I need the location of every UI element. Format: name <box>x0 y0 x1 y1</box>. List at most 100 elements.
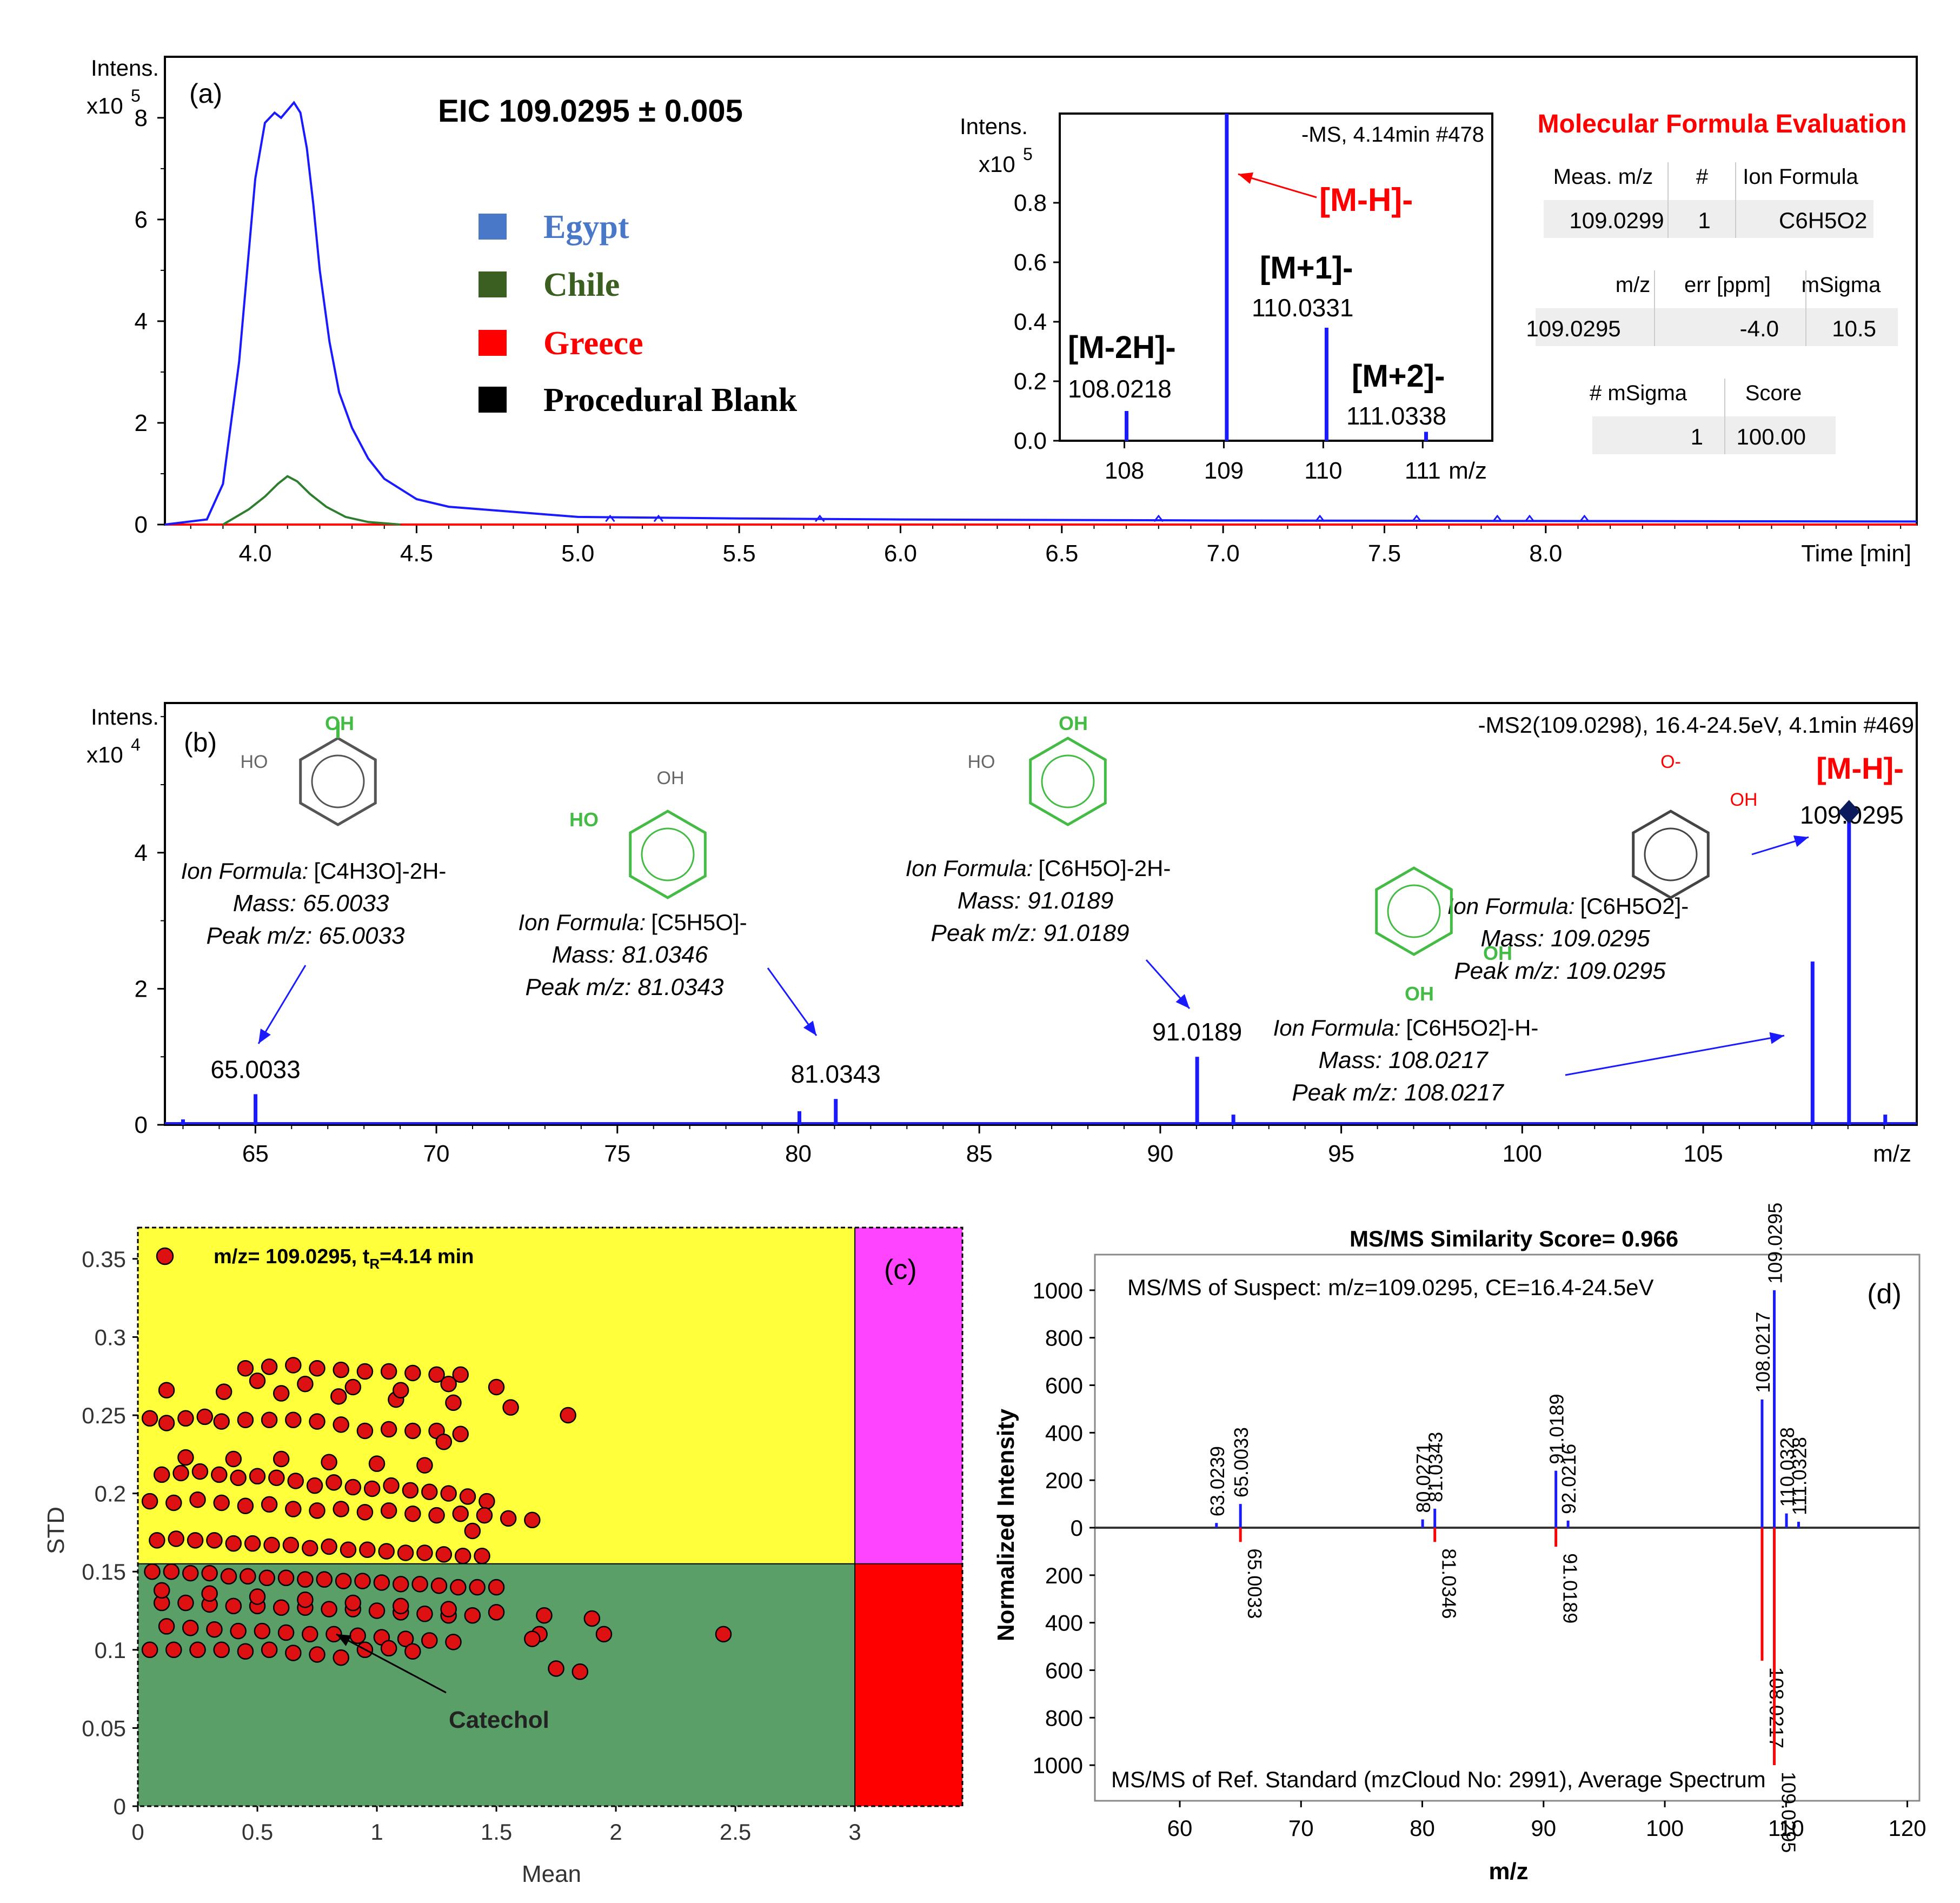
scatter-point <box>141 1493 158 1510</box>
scatter-point <box>297 1375 314 1393</box>
scatter-point <box>359 1541 376 1558</box>
panel-c-ytick-label: 0.1 <box>95 1637 126 1663</box>
scatter-point <box>158 1618 175 1635</box>
panel-d-ytick-label: 600 <box>1045 1373 1083 1398</box>
annotation-formula-3: Ion Formula: [C6H5O2]-H- <box>1273 1015 1539 1040</box>
annotation-formula-value: [C6H5O]-2H- <box>1038 856 1171 881</box>
panel-b-yscale-exp: 4 <box>131 735 141 754</box>
annotation-formula-value: [C5H5O]- <box>651 910 747 935</box>
inset-xtick-label: 111 <box>1405 457 1441 484</box>
scatter-point <box>356 1504 374 1521</box>
panel-b-xlabel: m/z <box>1873 1141 1911 1167</box>
panel-b-peak-label: 91.0189 <box>1152 1018 1242 1046</box>
structure-108-ring <box>1375 866 1453 956</box>
scatter-point <box>237 1497 254 1515</box>
scatter-point <box>168 1530 184 1547</box>
panel-a-xtick-label: 6.0 <box>884 540 917 567</box>
scatter-point <box>213 1641 230 1659</box>
panel-c-xtick-label: 3 <box>848 1819 861 1845</box>
panel-d-ylabel: Normalized Intensity <box>993 1408 1019 1641</box>
formula-table-title: Molecular Formula Evaluation <box>1538 110 1907 138</box>
panel-c-ytick-label: 0.35 <box>82 1246 126 1272</box>
annotation-formula-2: Ion Formula: [C6H5O]-2H- <box>906 856 1171 881</box>
panel-a-xtick-label: 7.5 <box>1368 540 1401 567</box>
scatter-point <box>404 1422 421 1440</box>
panel-b-ylabel: Intens. <box>91 704 159 730</box>
panel-c-ytick-label: 0.25 <box>82 1403 126 1428</box>
formula-row2-header: m/z <box>1616 273 1650 297</box>
scatter-point <box>261 1496 278 1513</box>
annotation-formula-1: Ion Formula: [C5H5O]- <box>518 910 747 935</box>
panel-d-reference-label: 108.0217 <box>1765 1667 1788 1748</box>
panel-d-bottom-label: MS/MS of Ref. Standard (mzCloud No: 2991… <box>1111 1767 1766 1792</box>
scatter-point <box>430 1577 448 1594</box>
panel-a-noise-bump <box>1411 514 1422 522</box>
formula-row1-header: # <box>1696 165 1709 189</box>
annotation-peak-2: Peak m/z: 91.0189 <box>931 920 1130 946</box>
scatter-point <box>258 1569 275 1587</box>
scatter-point <box>488 1378 505 1396</box>
annotation-formula-value: [C6H5O2]-H- <box>1406 1015 1538 1040</box>
panel-a-xtick-label: 8.0 <box>1529 540 1562 567</box>
scatter-point <box>237 1411 254 1428</box>
scatter-point <box>452 1366 469 1383</box>
structure-109-ring <box>1632 810 1710 899</box>
annotation-arrow-91-head <box>1175 994 1190 1009</box>
scatter-point <box>380 1421 397 1438</box>
scatter-point <box>392 1576 409 1593</box>
precursor-diamond <box>1838 800 1860 824</box>
scatter-point <box>206 1621 223 1638</box>
formula-row1-header: Ion Formula <box>1743 165 1858 189</box>
structure-109-oh: OH <box>1730 790 1758 810</box>
scatter-point <box>230 1469 247 1486</box>
panel-b-xtick-label: 65 <box>242 1141 269 1167</box>
scatter-point <box>285 1645 302 1661</box>
scatter-point <box>333 1501 349 1517</box>
scatter-point <box>240 1568 256 1585</box>
annotation-peak-0: Peak m/z: 65.0033 <box>207 923 405 949</box>
scatter-point <box>182 1620 199 1636</box>
formula-row1-bg <box>1544 200 1873 238</box>
panel-d-xtick-label: 70 <box>1288 1815 1314 1841</box>
scatter-point <box>187 1532 204 1549</box>
scatter-point <box>261 1641 278 1659</box>
inset-xtick-label: 109 <box>1204 457 1244 484</box>
panel-a-noise-bump <box>1153 514 1164 522</box>
scatter-point <box>416 1606 433 1622</box>
scatter-point <box>302 1540 318 1557</box>
scatter-point <box>560 1407 576 1424</box>
scatter-point <box>285 1501 302 1517</box>
formula-row2-bg <box>1536 308 1898 346</box>
panel-c-ytick-label: 0.15 <box>82 1559 126 1584</box>
panel-d-ytick-label: 1000 <box>1033 1753 1083 1778</box>
panel-a-label: (a) <box>189 78 222 109</box>
panel-c-xtick-label: 2.5 <box>720 1819 751 1845</box>
scatter-point <box>397 1630 414 1647</box>
structure-108-ring-ring <box>1387 884 1441 938</box>
scatter-point <box>349 1627 366 1645</box>
structure-109-o-minus: O- <box>1660 752 1681 772</box>
scatter-point <box>333 1649 349 1666</box>
scatter-point <box>333 1416 349 1433</box>
scatter-point <box>363 1480 381 1497</box>
panel-d-ytick-label: 400 <box>1045 1420 1083 1446</box>
annotation-mass-2: Mass: 91.0189 <box>958 887 1114 914</box>
panel-c-frame <box>137 1226 964 1807</box>
structure-81-ring <box>629 810 707 899</box>
structure-81-ring-ring <box>641 827 695 881</box>
scatter-point <box>297 1571 314 1588</box>
annotation-formula-prefix: Ion Formula: <box>906 856 1033 881</box>
scatter-point <box>158 1415 175 1431</box>
scatter-point <box>572 1663 589 1680</box>
panel-c-ytick-label: 0 <box>114 1794 126 1819</box>
panel-d-ytick-label: 200 <box>1045 1468 1083 1493</box>
panel-a-noise-bump <box>1524 514 1535 522</box>
inset-peak-label-108: 108.0218 <box>1068 375 1172 403</box>
scatter-point <box>153 1466 170 1483</box>
inset-yscale-exp: 5 <box>1023 144 1033 164</box>
scatter-point <box>435 1546 453 1563</box>
panel-b-spectrum-label: -MS2(109.0298), 16.4-24.5eV, 4.1min #469 <box>1478 712 1914 738</box>
scatter-point <box>378 1543 395 1560</box>
scatter-point <box>302 1626 318 1643</box>
structure-65-ring-ring <box>311 754 365 808</box>
